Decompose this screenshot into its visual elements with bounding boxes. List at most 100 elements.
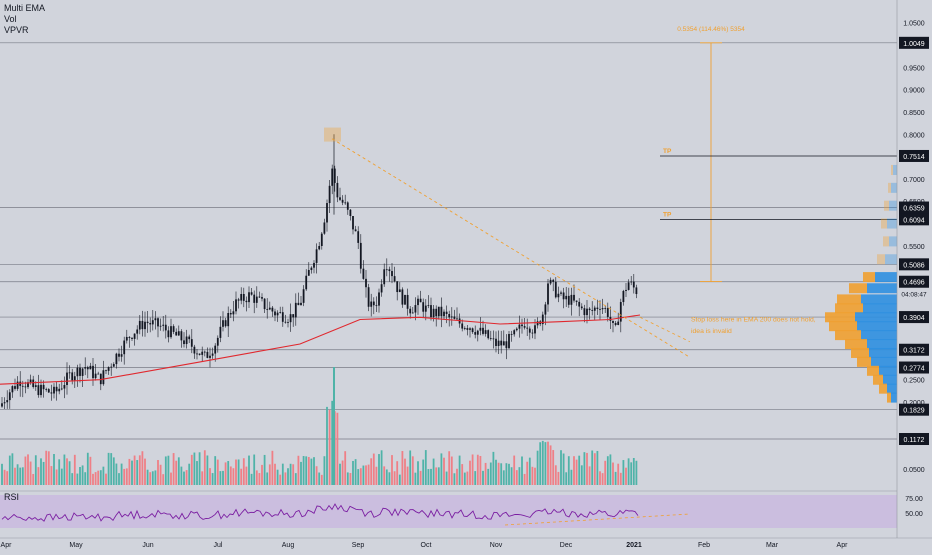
candle-body (302, 289, 305, 303)
candle-body (476, 330, 479, 335)
candle-body (463, 328, 466, 329)
volume-bar (372, 453, 375, 485)
volume-bar (128, 458, 131, 485)
candle-body (154, 318, 157, 321)
candle-body (307, 270, 310, 276)
candle-body (567, 295, 570, 305)
vpvr-sell-bar (837, 294, 861, 305)
volume-bar (580, 465, 583, 485)
rsi-tick-label: 75.00 (905, 496, 923, 503)
candle-body (604, 308, 607, 309)
time-tick-label: Sep (352, 542, 365, 549)
candle-body (99, 373, 102, 385)
volume-bar (86, 452, 89, 485)
volume-bar (170, 472, 172, 485)
candle-body (47, 389, 50, 393)
volume-bar (53, 454, 55, 485)
volume-bar (55, 469, 58, 485)
price-tick-label: 0.0500 (903, 467, 925, 474)
candle-body (42, 384, 45, 390)
volume-bar (250, 473, 253, 485)
candle-body (489, 338, 492, 339)
candle-body (141, 320, 144, 330)
candle-body (235, 299, 237, 312)
vpvr-sell-bar (884, 200, 889, 211)
time-tick-label: Apr (1, 542, 13, 549)
candle-body (11, 386, 14, 393)
volume-bar (375, 466, 378, 485)
volume-bar (94, 472, 97, 485)
candle-body (336, 182, 339, 198)
candle-body (284, 321, 287, 323)
candle-body (224, 320, 227, 327)
candle-body (81, 368, 84, 376)
candle-body (432, 308, 435, 318)
volume-bar (450, 456, 453, 485)
vpvr-buy-bar (863, 303, 897, 314)
indicator-multi-ema[interactable]: Multi EMA (4, 3, 46, 13)
candle-body (206, 351, 209, 358)
candle-body (175, 331, 178, 336)
candle-body (380, 284, 383, 293)
volume-bar (606, 456, 609, 485)
volume-bar (575, 459, 578, 485)
candle-body (417, 298, 419, 306)
volume-bar (448, 451, 451, 485)
indicator-vpvr[interactable]: VPVR (4, 25, 29, 35)
vpvr-buy-bar (867, 339, 897, 350)
candle-body (586, 308, 588, 316)
volume-bar (424, 450, 427, 485)
tp-label: TP (663, 211, 672, 218)
volume-bar (193, 452, 196, 485)
volume-bar (417, 461, 419, 485)
price-badge-label: 0.7514 (903, 154, 925, 161)
volume-bar (196, 461, 198, 485)
descending-trendline (331, 138, 691, 358)
price-badge-label: 0.6359 (903, 206, 925, 213)
price-tick-label: 1.0500 (903, 21, 925, 28)
vpvr-sell-bar (863, 272, 875, 283)
candle-body (209, 355, 211, 358)
candle-body (580, 306, 583, 309)
volume-bar (601, 473, 604, 485)
candle-body (1, 403, 3, 407)
candle-body (313, 262, 315, 268)
volume-bar (240, 468, 243, 485)
volume-bar (326, 406, 328, 485)
indicator-vol[interactable]: Vol (4, 14, 17, 24)
rsi-label[interactable]: RSI (4, 492, 20, 502)
volume-bar (3, 469, 6, 485)
candle-body (523, 326, 526, 328)
candle-body (222, 320, 224, 327)
vpvr-sell-bar (849, 283, 867, 294)
volume-bar (378, 454, 380, 485)
candle-body (531, 332, 534, 334)
volume-bar (16, 464, 19, 485)
time-tick-label: Nov (490, 542, 503, 549)
volume-bar (541, 440, 544, 485)
volume-bar (445, 471, 448, 485)
volume-bar (315, 466, 318, 485)
volume-bar (443, 457, 445, 485)
volume-bar (591, 450, 594, 485)
candle-body (424, 305, 427, 312)
volume-bar (222, 470, 224, 485)
candle-body (508, 333, 510, 349)
candle-body (440, 306, 443, 317)
volume-bar (583, 452, 586, 485)
candle-body (123, 340, 126, 355)
volume-bar (81, 465, 84, 485)
candle-body (625, 289, 627, 291)
volume-bar (58, 459, 61, 485)
candle-body (8, 392, 11, 401)
volume-bar (539, 442, 542, 485)
volume-bar (596, 450, 599, 485)
candle-body (606, 308, 609, 317)
volume-bar (261, 464, 263, 485)
volume-bar (305, 456, 308, 485)
volume-bar (289, 463, 292, 485)
volume-bar (162, 474, 165, 485)
candle-body (237, 299, 240, 301)
